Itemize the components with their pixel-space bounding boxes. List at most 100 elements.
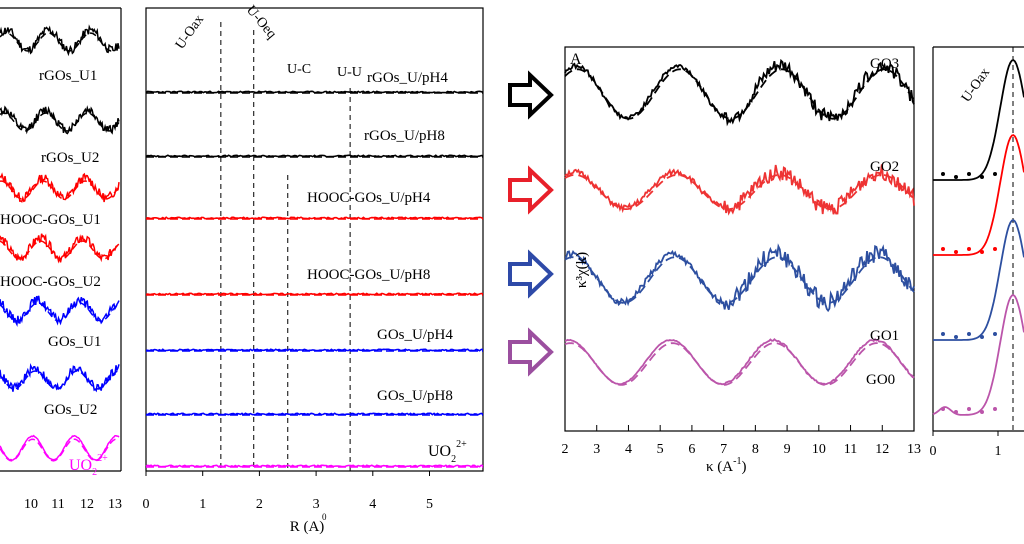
right-series-label: GO1: [870, 328, 899, 344]
middle-frame: [145, 7, 484, 472]
left-uo2-label: UO22+: [69, 453, 108, 478]
left-tick: 11: [51, 497, 64, 512]
right-series-label: GO3: [870, 56, 899, 72]
middle-curve-2: [145, 154, 484, 158]
right-tick-label: 13: [907, 442, 921, 457]
left-fit-3: [0, 180, 120, 200]
middle-tick-label: 3: [313, 497, 320, 512]
middle-curve-3: [145, 216, 484, 220]
left-series-label: rGOs_U1: [39, 68, 97, 84]
right-tick-label: 4: [625, 442, 632, 457]
middle-panel: 0 1 2 3 4 5 U-Oax U-Oeq U-C U-U rGOs_U/pH4 rG…: [143, 3, 484, 535]
right-tick-label: 5: [657, 442, 664, 457]
right-series-label: GO2: [870, 159, 899, 175]
far-right-point: [954, 250, 958, 254]
left-series-label: HOOC-GOs_U1: [0, 212, 101, 228]
right-curve-go3: [564, 58, 915, 127]
far-right-point: [980, 410, 984, 414]
right-tick-label: 9: [784, 442, 791, 457]
right-curves: [564, 58, 915, 386]
middle-tick-label: 5: [426, 497, 433, 512]
left-fit-6: [0, 370, 120, 390]
middle-series-label: HOOC-GOs_U/pH8: [307, 267, 430, 283]
arrows: [508, 70, 554, 377]
far-right-point: [954, 175, 958, 179]
middle-tick-label: 4: [369, 497, 376, 512]
far-right-tick: 0: [930, 444, 937, 459]
left-fit-5: [0, 302, 120, 322]
middle-curve-4: [145, 292, 484, 296]
far-right-tick: 1: [995, 444, 1002, 459]
left-tick: 13: [108, 497, 122, 512]
far-right-point: [941, 332, 945, 336]
arrow-go2-icon: [508, 165, 554, 215]
far-right-point: [993, 407, 997, 411]
far-right-point: [980, 250, 984, 254]
right-fit-go2: [564, 173, 915, 210]
right-fit-go3: [564, 68, 915, 120]
far-right-point: [954, 335, 958, 339]
left-fit-7: [0, 438, 120, 462]
far-right-point: [980, 175, 984, 179]
left-curve-2: [0, 105, 120, 135]
far-right-panel: U-Oax 0 1: [930, 46, 1024, 459]
middle-tick-label: 1: [199, 497, 206, 512]
right-series-label: GO0: [866, 372, 895, 388]
far-right-point: [967, 172, 971, 176]
far-right-curve-3: [933, 219, 1024, 341]
middle-x-axis-label: R (A): [290, 519, 325, 535]
middle-curve-7: [145, 464, 484, 468]
left-series-label: rGOs_U2: [41, 150, 99, 166]
left-panel: 10 11 12 13 rGOs_U1 rGOs_U2 HOOC-GOs_U1 …: [0, 7, 122, 512]
far-right-curve-4: [932, 294, 1024, 416]
far-right-point: [993, 172, 997, 176]
arrow-go3-icon: [508, 70, 554, 120]
middle-series-label: HOOC-GOs_U/pH4: [307, 190, 431, 206]
right-frame: [564, 46, 915, 432]
middle-tick-label: 0: [143, 497, 150, 512]
left-series-label: GOs_U2: [44, 402, 97, 418]
far-right-curve-2: [933, 134, 1024, 256]
middle-series-label: rGOs_U/pH8: [364, 128, 445, 144]
annotation-u-u: U-U: [337, 65, 362, 80]
arrow-go0-icon: [508, 327, 554, 377]
left-curve-3: [0, 172, 120, 203]
far-right-point: [993, 332, 997, 336]
left-fit-1: [0, 32, 120, 52]
middle-series-label: GOs_U/pH4: [377, 327, 453, 343]
right-tick-label: 12: [875, 442, 889, 457]
far-right-point: [967, 332, 971, 336]
far-right-point: [941, 172, 945, 176]
middle-x-axis-mark: 0: [322, 512, 327, 522]
right-curve-go0: [564, 337, 915, 386]
right-ticks: 2 3 4 5 6 7 8 9 10 11 12 13: [562, 425, 921, 457]
arrow-go1-icon: [508, 249, 554, 299]
far-right-point: [941, 247, 945, 251]
middle-series-label: GOs_U/pH8: [377, 388, 453, 404]
far-right-point: [954, 410, 958, 414]
left-series-label: HOOC-GOs_U2: [0, 274, 101, 290]
far-right-annotation: U-Oax: [959, 65, 993, 105]
annotation-u-oeq: U-Oeq: [243, 3, 279, 42]
panel-letter: A: [570, 51, 582, 68]
far-right-point: [967, 247, 971, 251]
right-tick-label: 10: [812, 442, 826, 457]
left-curve-1: [0, 24, 120, 57]
left-curves: [0, 24, 120, 462]
middle-uo2-label: UO22+: [428, 439, 467, 465]
middle-reference-lines: [220, 22, 351, 471]
right-tick-label: 6: [688, 442, 695, 457]
right-panel: 2 3 4 5 6 7 8 9 10 11 12 13 A GO3 GO2 GO1 GO0 κ³χ(k…: [562, 46, 921, 475]
middle-ticks: 0 1 2 3 4 5: [143, 471, 433, 512]
right-tick-label: 11: [844, 442, 857, 457]
far-right-curve-1: [933, 59, 1024, 181]
right-tick-label: 2: [562, 442, 569, 457]
far-right-point: [980, 335, 984, 339]
left-fit-4: [0, 240, 120, 260]
middle-curves: [145, 90, 484, 468]
right-tick-label: 7: [720, 442, 727, 457]
left-tick: 12: [80, 497, 94, 512]
left-series-label: GOs_U1: [48, 334, 101, 350]
annotation-u-c: U-C: [287, 62, 311, 77]
